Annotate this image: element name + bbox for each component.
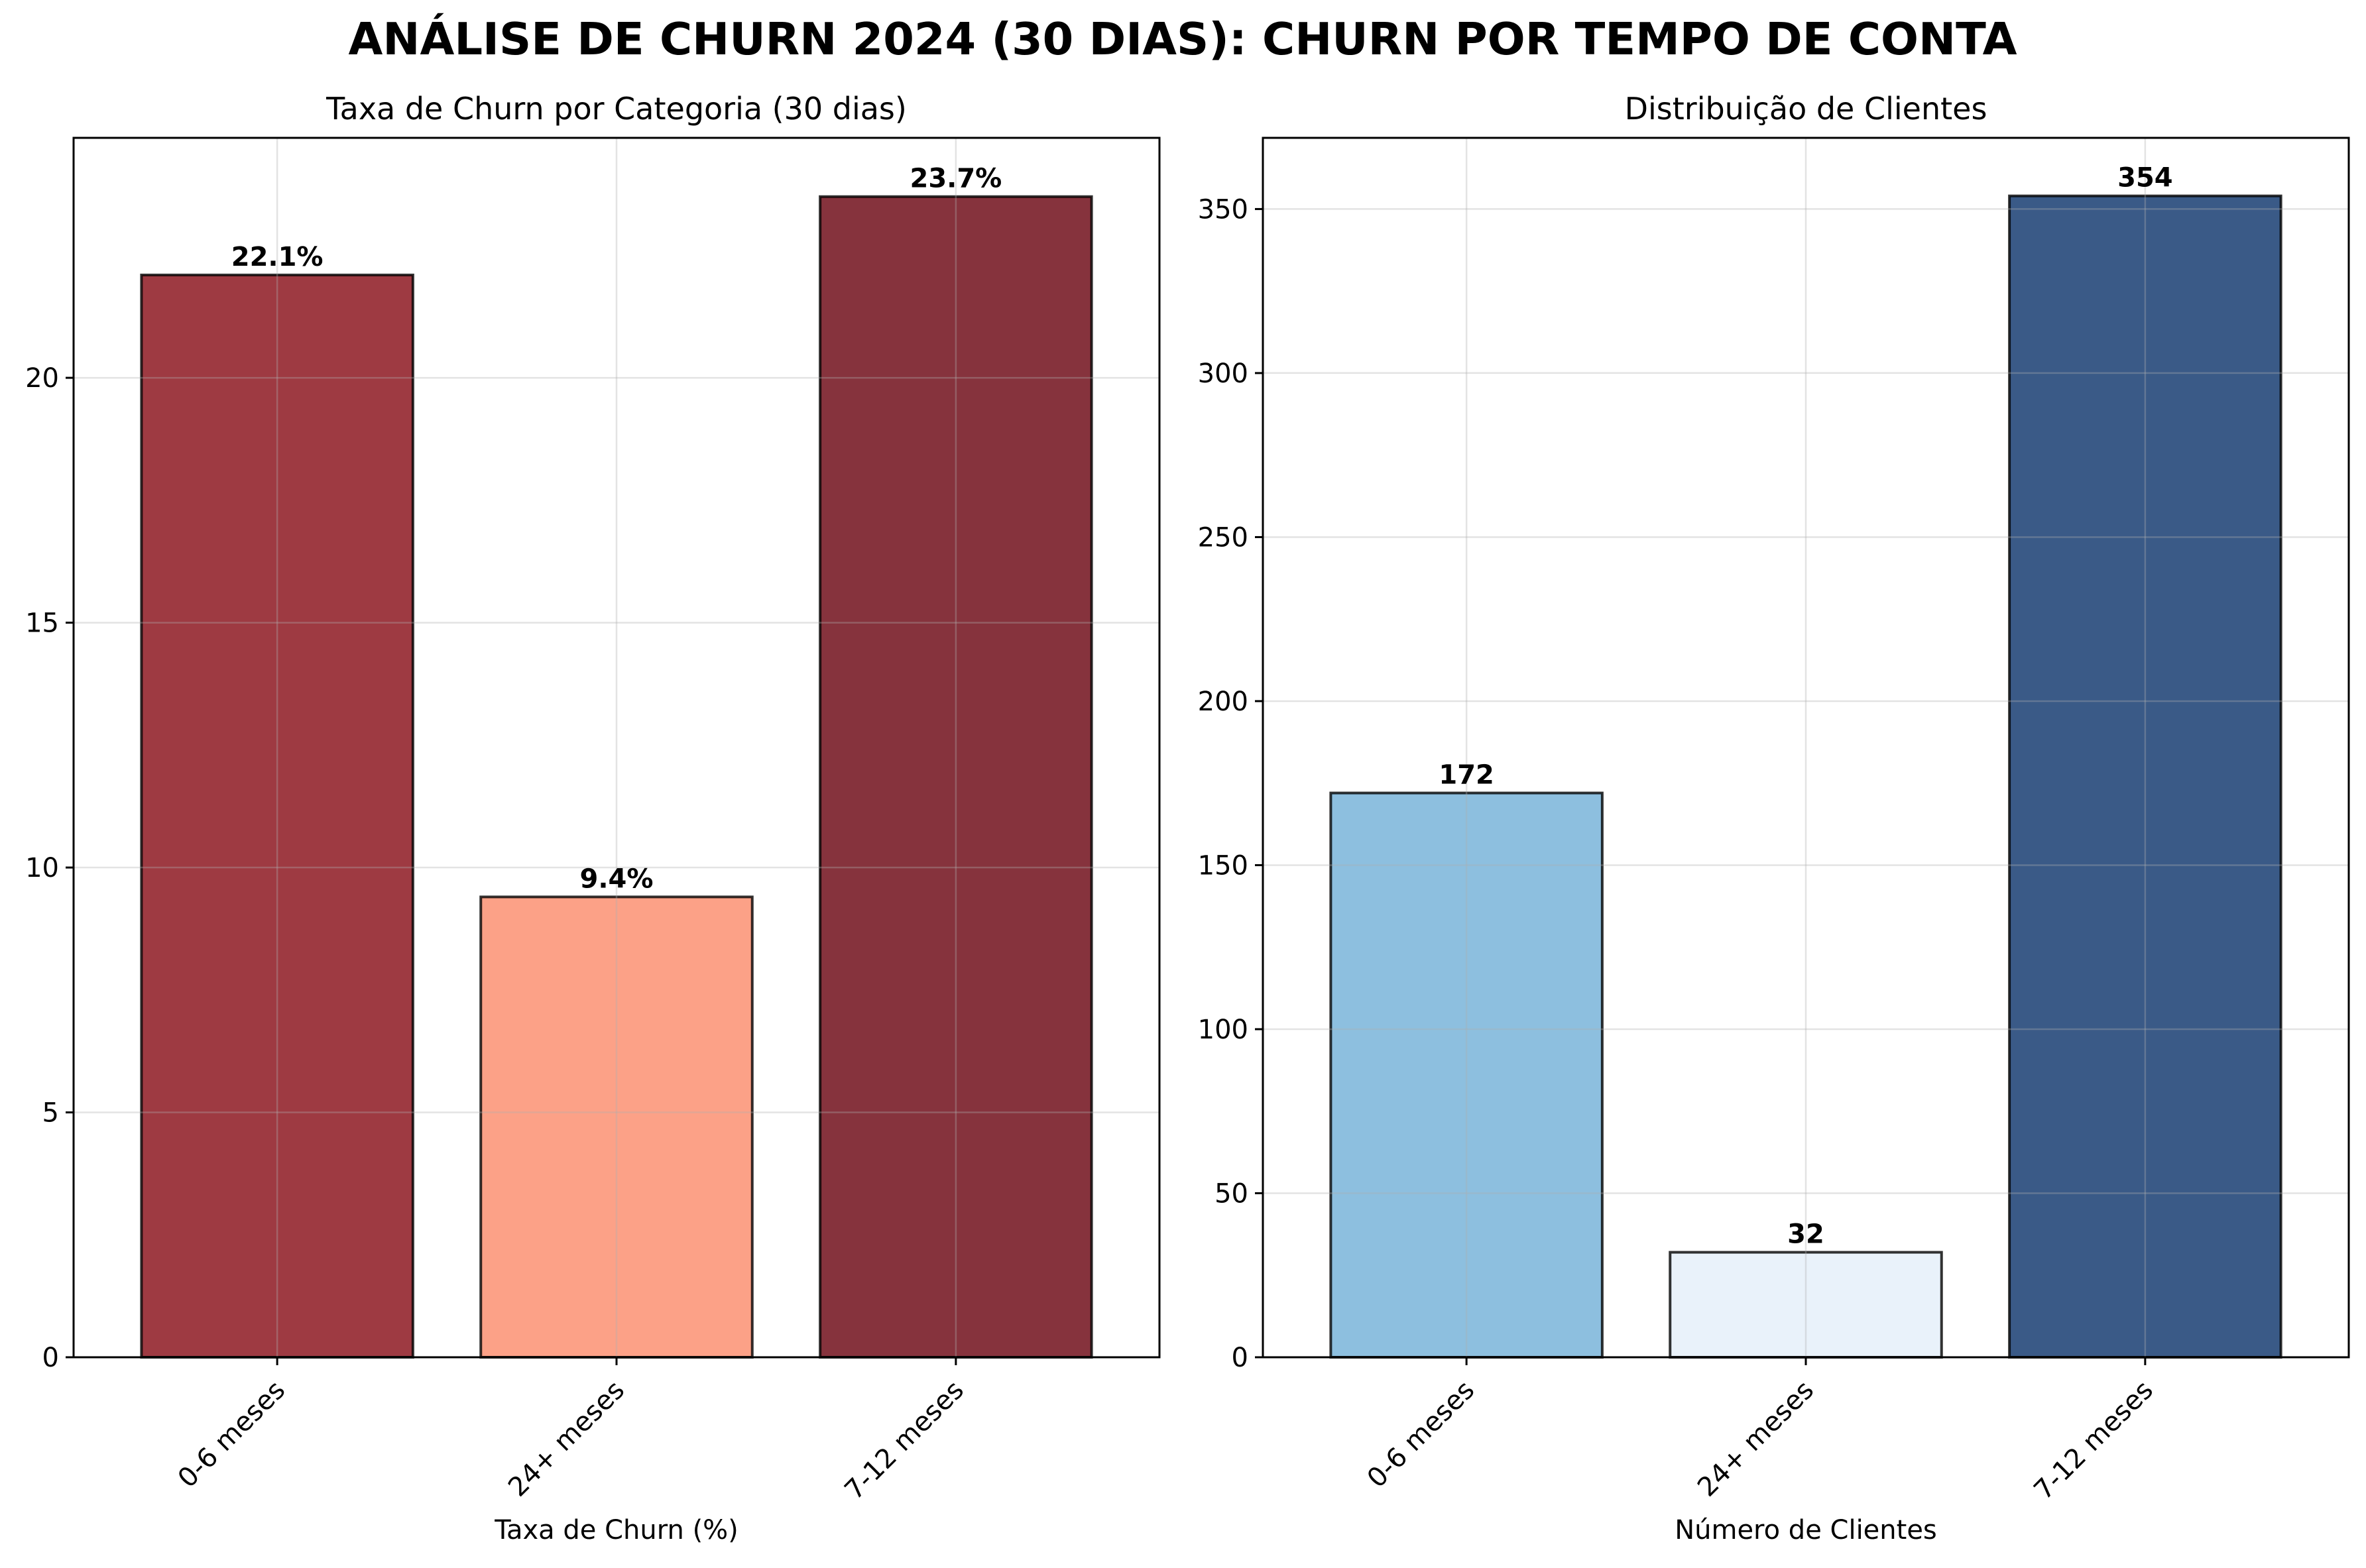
chart2-value-label-3: 354	[2117, 163, 2173, 194]
chart1-ytick-label-3: 10	[25, 853, 59, 883]
chart2-value-label-2: 32	[1787, 1219, 1824, 1250]
chart2-ytick-label-6: 250	[1198, 522, 1248, 553]
chart2-xtick-label-2: 24+ meses	[1692, 1375, 1820, 1503]
chart1-ytick-label-5: 20	[25, 363, 59, 394]
chart2-xtick-label-3: 7-12 meses	[2028, 1375, 2159, 1506]
chart1-xtick-label-1: 0-6 meses	[172, 1375, 292, 1494]
chart2-xtick-label-1: 0-6 meses	[1362, 1375, 1481, 1494]
chart2-bar-3	[2008, 194, 2282, 1359]
chart1-bar-1	[140, 273, 414, 1359]
chart2-grid	[1263, 138, 2349, 1359]
chart2-title: Distribuição de Clientes	[1625, 91, 1987, 127]
chart2-ytick-label-7: 300	[1198, 359, 1248, 389]
chart2-ytick-label-2: 50	[1214, 1178, 1248, 1209]
chart1-value-label-1: 22.1%	[231, 242, 324, 272]
churn-rate-chart: 22.1% 9.4% 23.7% 0 5 10 15 20 0-6 meses 24+ meses…	[25, 91, 1161, 1545]
chart1-bar-3	[819, 195, 1093, 1359]
chart2-ytick-label-1: 0	[1232, 1343, 1248, 1373]
chart1-ytick-label-2: 5	[42, 1098, 59, 1129]
chart1-ytick-label-1: 0	[42, 1343, 59, 1373]
chart1-value-label-2: 9.4%	[580, 864, 654, 894]
chart2-ytick-label-4: 150	[1198, 850, 1248, 881]
chart2-ytick-label-8: 350	[1198, 194, 1248, 225]
figure-title: ANÁLISE DE CHURN 2024 (30 DIAS): CHURN P…	[349, 13, 2017, 65]
customer-distribution-chart: 172 32 354 0 50 100 150 200 250 300 350 0-6 meses 24…	[1198, 91, 2350, 1545]
chart1-xtick-label-3: 7-12 meses	[839, 1375, 970, 1506]
chart2-bar-1	[1329, 791, 1604, 1359]
chart2-ytick-label-5: 200	[1198, 687, 1248, 717]
chart1-ytick-label-4: 15	[25, 608, 59, 639]
chart1-bar-2	[479, 895, 754, 1359]
chart2-xlabel: Número de Clientes	[1675, 1515, 1937, 1545]
chart1-xtick-label-2: 24+ meses	[503, 1375, 630, 1503]
chart1-value-label-3: 23.7%	[910, 164, 1002, 194]
chart1-xlabel: Taxa de Churn (%)	[494, 1515, 739, 1545]
chart2-value-label-1: 172	[1439, 760, 1494, 791]
chart1-title: Taxa de Churn por Categoria (30 dias)	[325, 91, 907, 127]
chart2-ytick-label-3: 100	[1198, 1015, 1248, 1045]
